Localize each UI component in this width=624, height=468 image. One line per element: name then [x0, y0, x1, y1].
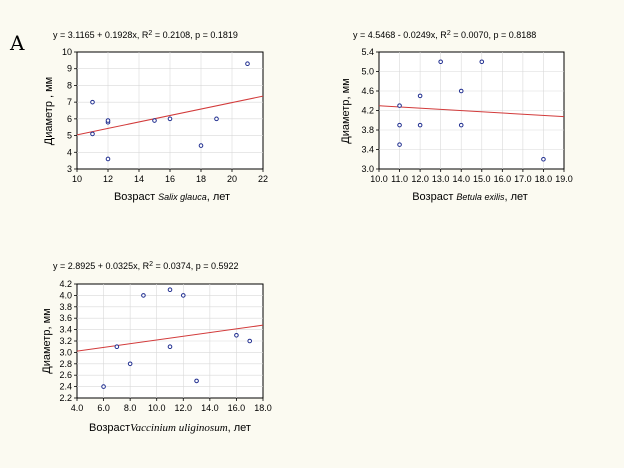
- data-point: [438, 59, 443, 65]
- x-tick-label: 13.0: [432, 174, 450, 184]
- x-tick-label: 10.0: [148, 403, 166, 413]
- y-tick-label: 4.6: [361, 86, 374, 96]
- x-axis-label: ВозрастVaccinium uliginosum, лет: [89, 422, 251, 434]
- x-tick-label: 16.0: [494, 174, 512, 184]
- data-point: [141, 293, 146, 298]
- y-axis-label: Диаметр, мм: [41, 308, 53, 373]
- y-tick-label: 5.0: [361, 67, 374, 77]
- data-point: [458, 88, 464, 94]
- data-point: [245, 61, 250, 67]
- data-point: [194, 378, 199, 384]
- scatter-chart-1: 10 12 14 16 18 20 22 3 4 5 6 7 8 9 10 y = 3.1165 + 0.19…: [43, 30, 268, 203]
- data-point: [479, 59, 485, 65]
- data-point: [167, 116, 173, 122]
- scatter-chart-2: 10.0 11.0 12.0 13.0 14.0 15.0 16.0 17.0 18.0 19.0…: [340, 30, 573, 203]
- x-tick-label: 12.0: [175, 403, 193, 413]
- y-tick-label: 4.0: [59, 290, 72, 300]
- x-tick-label: 16: [165, 174, 175, 184]
- y-tick-label: 7: [67, 97, 72, 107]
- x-axis-label: Возраст Betula exilis, лет: [412, 191, 528, 203]
- x-tick-label: 12: [103, 174, 113, 184]
- data-point: [127, 361, 133, 367]
- data-point: [234, 333, 239, 338]
- y-tick-label: 5.4: [361, 47, 374, 57]
- data-point: [180, 293, 186, 298]
- regression-line: [378, 105, 565, 118]
- x-tick-label: 20: [227, 174, 237, 184]
- data-point: [198, 143, 204, 148]
- x-tick-label: 6.0: [97, 403, 110, 413]
- y-tick-label: 3.4: [361, 145, 374, 155]
- y-tick-label: 3: [67, 164, 72, 174]
- x-tick-label: 17.0: [514, 174, 532, 184]
- data-point: [397, 103, 402, 108]
- y-tick-label: 3.0: [361, 164, 374, 174]
- x-tick-label: 14: [134, 174, 144, 184]
- y-tick-label: 2.8: [59, 359, 72, 369]
- x-tick-label: 10.0: [370, 174, 388, 184]
- y-tick-label: 6: [67, 114, 72, 124]
- regression-equation: y = 3.1165 + 0.1928x, R2 = 0.2108, p = 0…: [53, 30, 238, 40]
- data-point: [90, 131, 95, 137]
- y-tick-label: 3.8: [361, 125, 374, 135]
- regression-equation: y = 4.5468 - 0.0249x, R2 = 0.0070, p = 0…: [353, 30, 536, 40]
- y-tick-label: 3.4: [59, 325, 72, 335]
- x-tick-label: 4.0: [71, 403, 84, 413]
- y-tick-label: 3.8: [59, 302, 72, 312]
- x-tick-label: 11.0: [391, 174, 408, 184]
- data-point: [167, 287, 173, 293]
- data-point: [397, 122, 402, 128]
- y-axis-label: Диаметр , мм: [43, 77, 55, 145]
- regression-line: [76, 324, 264, 352]
- y-tick-label: 3.6: [59, 313, 72, 323]
- panel-label: A: [9, 31, 25, 55]
- x-tick-label: 18: [196, 174, 206, 184]
- data-point: [114, 344, 120, 350]
- y-tick-label: 5: [67, 131, 72, 141]
- x-axis-label: Возраст Salix glauca, лет: [114, 191, 230, 203]
- y-tick-label: 4: [67, 147, 72, 157]
- y-tick-label: 2.4: [59, 382, 72, 392]
- data-point: [247, 338, 253, 344]
- data-point: [152, 118, 157, 123]
- scatter-chart-3: 4.0 6.0 8.0 10.0 12.0 14.0 16.0 18.0 2.22.4 2.62.…: [41, 261, 272, 434]
- x-tick-label: 18.0: [254, 403, 272, 413]
- x-tick-label: 8.0: [124, 403, 137, 413]
- regression-line: [76, 95, 264, 136]
- y-tick-label: 10: [62, 47, 72, 57]
- y-axis-label: Диаметр, мм: [340, 78, 352, 143]
- y-tick-label: 3.2: [59, 336, 72, 346]
- y-tick-label: 4.2: [59, 279, 72, 289]
- data-point: [541, 156, 546, 162]
- data-point: [397, 142, 402, 147]
- x-tick-label: 10: [72, 174, 82, 184]
- data-point: [167, 344, 173, 350]
- data-point: [458, 122, 464, 128]
- y-tick-label: 9: [67, 64, 72, 74]
- x-tick-label: 18.0: [535, 174, 553, 184]
- x-tick-label: 14.0: [452, 174, 470, 184]
- x-tick-label: 15.0: [473, 174, 491, 184]
- data-point: [214, 116, 219, 122]
- y-tick-label: 2.6: [59, 370, 72, 380]
- y-tick-label: 3.0: [59, 347, 72, 357]
- y-tick-label: 2.2: [59, 393, 72, 403]
- data-point: [90, 99, 95, 105]
- y-tick-label: 4.2: [361, 106, 374, 116]
- x-tick-label: 19.0: [555, 174, 573, 184]
- data-point: [101, 384, 106, 389]
- x-tick-label: 22: [258, 174, 268, 184]
- x-tick-label: 12.0: [411, 174, 429, 184]
- x-tick-label: 16.0: [228, 403, 246, 413]
- x-tick-label: 14.0: [201, 403, 219, 413]
- data-point: [105, 118, 111, 123]
- y-tick-label: 8: [67, 80, 72, 90]
- data-point: [105, 156, 111, 162]
- data-point: [417, 122, 423, 128]
- regression-equation: y = 2.8925 + 0.0325x, R2 = 0.0374, p = 0…: [53, 261, 239, 271]
- data-point: [417, 93, 423, 99]
